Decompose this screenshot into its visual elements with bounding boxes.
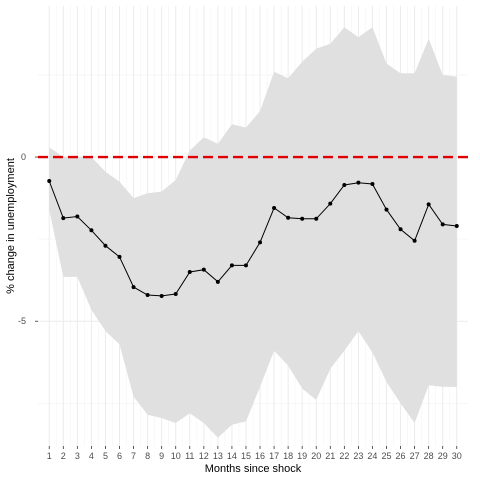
x-tick-label: 7 bbox=[131, 451, 136, 461]
data-point bbox=[342, 182, 347, 187]
data-point bbox=[215, 279, 220, 284]
x-tick-label: 9 bbox=[159, 451, 164, 461]
data-point bbox=[201, 267, 206, 272]
x-tick-label: 20 bbox=[311, 451, 321, 461]
y-tick-label: -5 bbox=[18, 316, 26, 326]
data-point bbox=[384, 207, 389, 212]
data-point bbox=[454, 224, 459, 228]
x-tick-label: 15 bbox=[241, 451, 251, 461]
x-tick-label: 14 bbox=[227, 451, 237, 461]
data-point bbox=[286, 215, 291, 220]
x-tick-label: 13 bbox=[213, 451, 223, 461]
x-tick-label: 10 bbox=[171, 451, 181, 461]
data-point bbox=[145, 292, 150, 297]
estimate-line-group bbox=[48, 180, 457, 297]
x-tick-label: 5 bbox=[103, 451, 108, 461]
data-point bbox=[258, 240, 263, 245]
data-point bbox=[187, 269, 192, 274]
x-axis-title: Months since shock bbox=[205, 463, 302, 475]
estimate-points bbox=[47, 179, 459, 298]
x-tick-label: 29 bbox=[438, 451, 448, 461]
x-tick-label: 16 bbox=[255, 451, 265, 461]
x-tick-label: 12 bbox=[199, 451, 209, 461]
data-point bbox=[328, 201, 333, 206]
x-tick-label: 24 bbox=[367, 451, 377, 461]
data-point bbox=[272, 205, 277, 210]
data-point bbox=[412, 238, 417, 243]
x-tick-label: 17 bbox=[269, 451, 279, 461]
data-point bbox=[398, 227, 403, 232]
data-point bbox=[370, 181, 375, 186]
data-point bbox=[103, 243, 108, 248]
x-tick-label: 23 bbox=[353, 451, 363, 461]
confidence-band bbox=[49, 27, 457, 438]
x-tick-label: 30 bbox=[452, 451, 462, 461]
data-point bbox=[159, 293, 164, 298]
y-axis-ticks: 0 -5 bbox=[18, 152, 38, 326]
x-tick-label: 25 bbox=[381, 451, 391, 461]
x-tick-label: 2 bbox=[61, 451, 66, 461]
data-point bbox=[61, 216, 66, 221]
x-tick-label: 4 bbox=[89, 451, 94, 461]
x-tick-label: 28 bbox=[424, 451, 434, 461]
x-tick-label: 3 bbox=[75, 451, 80, 461]
x-tick-label: 11 bbox=[185, 451, 194, 461]
data-point bbox=[89, 228, 94, 233]
x-tick-label: 27 bbox=[410, 451, 420, 461]
data-point bbox=[131, 285, 136, 290]
data-point bbox=[229, 263, 234, 268]
x-tick-label: 26 bbox=[396, 451, 406, 461]
data-point bbox=[243, 263, 248, 268]
x-tick-label: 1 bbox=[47, 451, 52, 461]
confidence-band-area bbox=[49, 27, 457, 438]
x-tick-label: 8 bbox=[145, 451, 150, 461]
x-tick-label: 18 bbox=[283, 451, 293, 461]
data-point bbox=[117, 254, 122, 259]
y-tick-label: 0 bbox=[21, 152, 26, 162]
x-axis-ticks: 1 2 3 4 5 6 7 8 9 10 11 12 13 14 15 16 17 18 19 20 21 22 23 24 2… bbox=[47, 446, 462, 461]
data-point bbox=[440, 222, 445, 227]
estimate-line bbox=[48, 180, 457, 297]
data-point bbox=[47, 179, 52, 184]
x-tick-label: 22 bbox=[339, 451, 349, 461]
data-point bbox=[426, 202, 431, 207]
data-point bbox=[75, 214, 80, 219]
data-point bbox=[356, 180, 361, 185]
x-tick-label: 21 bbox=[325, 451, 335, 461]
data-point bbox=[314, 216, 319, 221]
data-point bbox=[173, 291, 178, 296]
y-axis-title: % change in unemployment bbox=[5, 158, 17, 294]
x-tick-label: 19 bbox=[297, 451, 307, 461]
data-point bbox=[300, 216, 305, 221]
x-tick-label: 6 bbox=[117, 451, 122, 461]
